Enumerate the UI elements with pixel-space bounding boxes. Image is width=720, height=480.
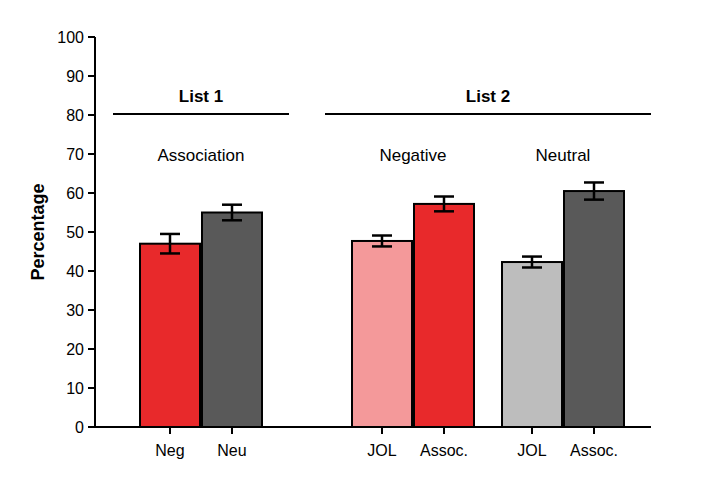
y-tick-label: 60 (66, 185, 84, 202)
x-tick (169, 427, 171, 434)
y-tick (88, 153, 95, 155)
error-bar (434, 197, 454, 212)
y-tick (88, 309, 95, 311)
group-line (113, 113, 289, 115)
error-cap (222, 203, 242, 206)
subgroup-label: Neutral (536, 146, 591, 165)
error-stem (231, 205, 234, 221)
error-cap (372, 234, 392, 237)
group-label: List 1 (179, 87, 223, 106)
x-tick (381, 427, 383, 434)
x-tick-label: Assoc. (420, 442, 468, 459)
error-stem (169, 234, 172, 254)
y-tick-label: 90 (66, 68, 84, 85)
x-tick (593, 427, 595, 434)
error-cap (522, 255, 542, 258)
error-stem (443, 197, 446, 212)
x-tick (531, 427, 533, 434)
y-tick (88, 75, 95, 77)
error-cap (522, 266, 542, 269)
y-tick (88, 114, 95, 116)
y-tick-label: 20 (66, 341, 84, 358)
x-tick-label: Neg (155, 442, 184, 459)
y-tick (88, 387, 95, 389)
x-axis-line (95, 426, 651, 428)
y-tick-label: 100 (57, 29, 84, 46)
y-tick (88, 270, 95, 272)
group-label: List 2 (466, 87, 510, 106)
error-bar (372, 236, 392, 247)
error-bar (522, 257, 542, 268)
x-tick-label: Neu (217, 442, 246, 459)
x-tick-label: Assoc. (570, 442, 618, 459)
error-cap (584, 181, 604, 184)
bar (564, 191, 624, 427)
y-tick-label: 10 (66, 380, 84, 397)
error-stem (593, 182, 596, 199)
subgroup-label: Negative (379, 146, 446, 165)
y-axis-label: Percentage (28, 183, 48, 280)
subgroup-label: Association (158, 146, 245, 165)
error-cap (222, 219, 242, 222)
error-bar (160, 234, 180, 254)
bar (202, 213, 262, 428)
y-tick (88, 36, 95, 38)
y-tick-label: 50 (66, 224, 84, 241)
x-tick (443, 427, 445, 434)
x-tick (231, 427, 233, 434)
error-cap (584, 198, 604, 201)
error-stem (381, 236, 384, 247)
group-line (325, 113, 651, 115)
bar (502, 262, 562, 427)
error-stem (531, 257, 534, 268)
y-tick-label: 0 (75, 419, 84, 436)
error-bar (584, 182, 604, 199)
error-bar (222, 205, 242, 221)
y-tick-label: 30 (66, 302, 84, 319)
error-cap (434, 195, 454, 198)
y-tick (88, 426, 95, 428)
plot-area (140, 182, 624, 427)
error-cap (372, 245, 392, 248)
bar (140, 244, 200, 427)
x-tick-label: JOL (367, 442, 396, 459)
y-tick-label: 80 (66, 107, 84, 124)
chart-container: 0 10 20 30 40 50 60 70 80 90 100 Percentage Neg Neu As… (0, 0, 720, 480)
y-tick-label: 40 (66, 263, 84, 280)
y-tick-label: 70 (66, 146, 84, 163)
y-tick (88, 231, 95, 233)
chart-svg: 0 10 20 30 40 50 60 70 80 90 100 Percentage Neg Neu As… (0, 0, 720, 480)
y-tick (88, 348, 95, 350)
bar (414, 204, 474, 427)
bar (352, 241, 412, 427)
y-tick (88, 192, 95, 194)
error-cap (434, 210, 454, 213)
error-cap (160, 252, 180, 255)
x-tick-label: JOL (517, 442, 546, 459)
error-cap (160, 233, 180, 236)
